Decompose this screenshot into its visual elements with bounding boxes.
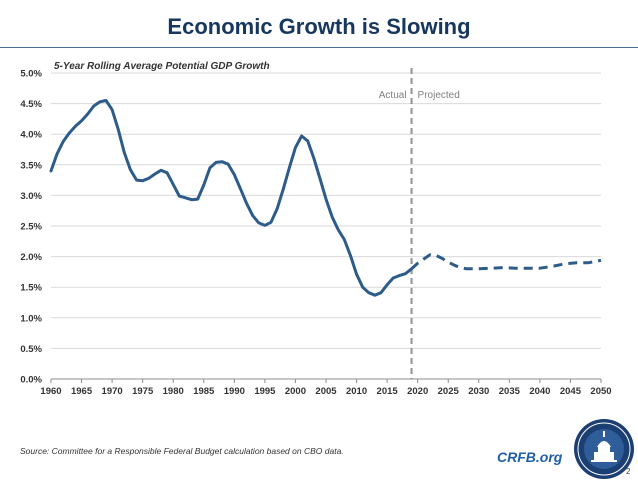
axes <box>50 378 602 383</box>
projected-label: Projected <box>418 90 460 101</box>
capitol-seal-icon <box>573 418 635 480</box>
x-tick-label: 1970 <box>102 386 123 397</box>
x-tick-label: 1995 <box>254 386 276 397</box>
series <box>49 99 602 297</box>
y-tick-label: 4.0% <box>20 130 42 141</box>
x-tick-label: 1975 <box>132 386 154 397</box>
x-tick-label: 2040 <box>529 386 550 397</box>
chart-title: 5-Year Rolling Average Potential GDP Gro… <box>54 61 270 72</box>
x-tick-label: 1990 <box>224 386 245 397</box>
x-tick-label: 2005 <box>315 386 337 397</box>
x-tick-label: 2025 <box>438 386 460 397</box>
x-tick-label: 2030 <box>468 386 489 397</box>
y-tick-label: 2.0% <box>20 252 42 263</box>
y-tick-labels: 0.0% 0.5% 1.0% 1.5% 2.0% 2.5% 3.0% 3.5% 4.0% 4.5%… <box>20 69 42 386</box>
x-tick-label: 2045 <box>560 386 582 397</box>
crfb-brand-link[interactable]: CRFB.org <box>497 449 563 465</box>
projected-series-line <box>410 253 602 271</box>
y-tick-label: 4.5% <box>20 99 42 110</box>
x-tick-label: 2035 <box>499 386 521 397</box>
actual-series-line <box>49 99 414 297</box>
x-tick-label: 2000 <box>285 386 306 397</box>
x-tick-label: 2010 <box>346 386 367 397</box>
x-tick-label: 2020 <box>407 386 428 397</box>
title-divider <box>0 47 638 48</box>
y-tick-label: 1.5% <box>20 283 42 294</box>
x-tick-label: 1985 <box>193 386 215 397</box>
y-tick-label: 5.0% <box>20 69 42 80</box>
y-tick-label: 3.5% <box>20 160 42 171</box>
y-tick-label: 0.0% <box>20 375 42 386</box>
actual-label: Actual <box>379 90 407 101</box>
y-tick-label: 2.5% <box>20 222 42 233</box>
x-tick-label: 2050 <box>590 386 611 397</box>
x-tick-labels: 1960 1965 1970 1975 1980 1985 1990 1995 2000 2005… <box>40 386 611 397</box>
x-tick-label: 1960 <box>40 386 61 397</box>
x-tick-label: 1965 <box>71 386 93 397</box>
y-tick-label: 0.5% <box>20 344 42 355</box>
source-note: Source: Committee for a Responsible Fede… <box>20 446 344 456</box>
y-tick-label: 3.0% <box>20 191 42 202</box>
slide-title: Economic Growth is Slowing <box>167 14 471 39</box>
x-tick-label: 1980 <box>163 386 184 397</box>
gridlines <box>51 72 601 349</box>
page-number: 2 <box>626 467 631 476</box>
y-tick-label: 1.0% <box>20 313 42 324</box>
x-tick-label: 2015 <box>377 386 399 397</box>
